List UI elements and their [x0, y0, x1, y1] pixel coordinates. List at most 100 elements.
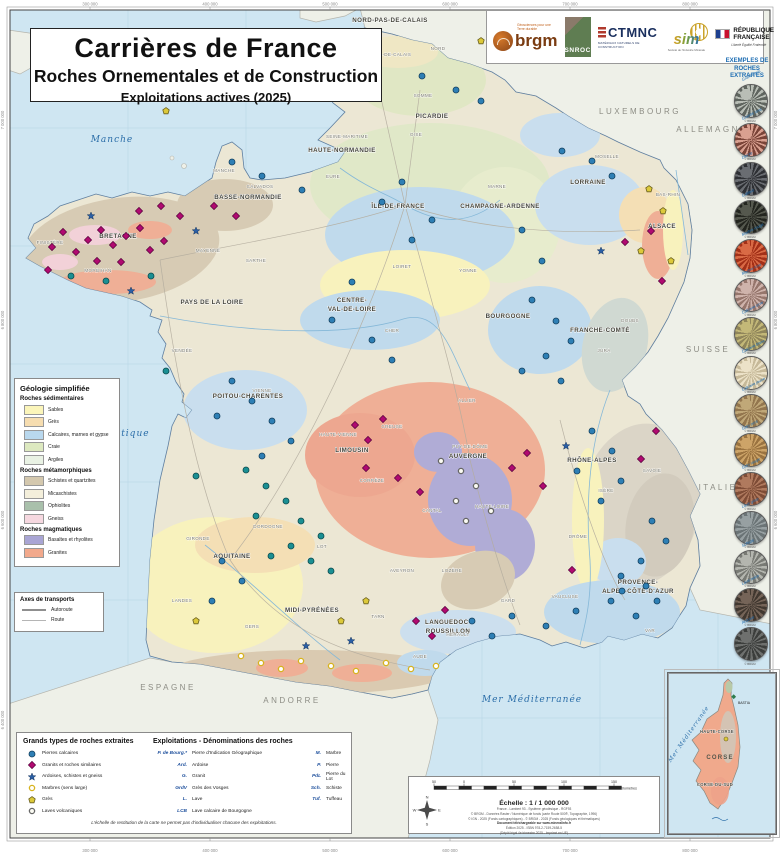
- rock-sample: Ardoise © BRGM: [734, 615, 768, 666]
- svg-text:ISÈRE: ISÈRE: [598, 487, 613, 493]
- rock-sample: Calcaire blanc © BRGM: [734, 338, 768, 394]
- svg-text:50: 50: [512, 780, 516, 784]
- rock-type-row: Grès: [23, 794, 153, 806]
- rock-sample: Marbre rose © BRGM: [734, 262, 768, 317]
- svg-text:S: S: [426, 822, 429, 827]
- svg-text:PROVENCE-: PROVENCE-: [618, 579, 658, 586]
- map-edition: Exploitations actives (2025): [120, 90, 292, 105]
- inset-label: CORSE: [706, 755, 733, 761]
- svg-text:CREUSE: CREUSE: [382, 424, 403, 429]
- svg-text:ITALIE: ITALIE: [699, 483, 738, 492]
- rock-sample-photo: [734, 627, 768, 662]
- denomination-row: P. de Bourg.* Pierre d'Indication Géograp…: [153, 748, 287, 760]
- svg-text:NORD-PAS-DE-CALAIS: NORD-PAS-DE-CALAIS: [352, 17, 428, 24]
- markers-marbres: [237, 652, 440, 675]
- svg-text:DORDOGNE: DORDOGNE: [253, 524, 282, 529]
- svg-text:800 000: 800 000: [682, 2, 698, 7]
- map-credits: France - Lambert 93 - Système géodésique…: [413, 807, 655, 836]
- rock-sample-caption: © BRGM: [744, 661, 756, 666]
- rock-sample: Grès ocre © BRGM: [734, 419, 768, 472]
- rock-sample-caption: © BRGM: [744, 273, 756, 278]
- svg-text:SOMME: SOMME: [414, 93, 433, 98]
- ctmnc-logo: CTMNC MATÉRIAUX NATURELS DE CONSTRUCTION: [597, 25, 657, 49]
- rock-sample-photo: [734, 510, 768, 545]
- denomination-label: Pierre du Lot: [326, 771, 346, 782]
- denomination-row: Tuf. Tuffeau: [287, 794, 347, 806]
- rock-sample-photo: [734, 394, 768, 429]
- svg-text:LANGUEDOC-: LANGUEDOC-: [425, 619, 471, 626]
- geology-legend-label: Gneiss: [48, 515, 64, 522]
- svg-text:VAL-DE-LOIRE: VAL-DE-LOIRE: [328, 306, 376, 313]
- svg-text:500 000: 500 000: [322, 848, 338, 853]
- rock-type-label: Granits et roches similaires: [42, 762, 101, 768]
- geology-legend-row: Granites: [24, 547, 114, 558]
- rock-type-row: Pierres calcaires: [23, 748, 153, 760]
- geology-color-swatch: [24, 488, 44, 499]
- denomination-row: L. Lave: [153, 794, 287, 806]
- rock-sample: Calcaire ocre © BRGM: [734, 300, 768, 355]
- map-inner-border: [9, 9, 771, 839]
- svg-text:300 000: 300 000: [82, 2, 98, 7]
- svg-text:100: 100: [561, 780, 567, 784]
- rf-devise: Liberté Égalité Fraternité: [731, 42, 767, 47]
- denomination-row: P. Pierre: [287, 760, 347, 772]
- rock-sample-photo: [734, 122, 768, 157]
- edition-line: (Dépôt légal 4e trimestre 2025 - Imprimé…: [499, 830, 569, 835]
- svg-text:BAS-RHIN: BAS-RHIN: [656, 192, 680, 197]
- geology-group-label: Roches métamorphiques: [20, 467, 92, 474]
- granits-marker-icon: [27, 761, 37, 770]
- pierres_calcaires-marker-icon: [28, 750, 36, 758]
- denomination-abbr: G.: [181, 774, 187, 780]
- svg-text:600 000: 600 000: [442, 848, 458, 853]
- brgm-logo: Géosciences pour une Terre durable brgm: [493, 23, 558, 51]
- svg-text:BRETAGNE: BRETAGNE: [99, 233, 136, 240]
- laves-marker-icon: [28, 808, 36, 815]
- rock-sample-caption: © BRGM: [744, 622, 756, 627]
- svg-text:50: 50: [432, 780, 436, 784]
- denomination-label: Pierre d'Indication Géographique: [192, 751, 262, 757]
- scale-box: N S E W 50 0 50 100 150 Kilomètres Échelle : …: [408, 776, 660, 836]
- denomination-abbr: Ard.: [177, 762, 187, 768]
- svg-text:LOIRET: LOIRET: [393, 264, 411, 269]
- rock-type-label: Pierres calcaires: [42, 751, 79, 757]
- geology-legend-label: Argiles: [48, 456, 64, 463]
- markers-granits: [43, 201, 667, 641]
- svg-text:Kilomètres: Kilomètres: [620, 786, 637, 790]
- inset-label: HAUTE-CORSE: [700, 729, 734, 734]
- ctmnc-subtitle: MATÉRIAUX NATURELS DE CONSTRUCTION: [597, 41, 640, 49]
- rock-sample-photo: [734, 433, 768, 468]
- credit-line: © BRGM - Données Raster / Numérique de f…: [470, 811, 598, 816]
- svg-text:6 600 000: 6 600 000: [773, 510, 778, 529]
- brgm-icon: [493, 31, 513, 51]
- rock-type-label: Ardoises, schistes et gneiss: [42, 774, 103, 780]
- svg-text:RHÔNE-ALPES: RHÔNE-ALPES: [567, 456, 616, 464]
- svg-text:PUY-DE-DÔME: PUY-DE-DÔME: [452, 443, 488, 449]
- rf-name: RÉPUBLIQUE FRANÇAISE: [733, 26, 774, 41]
- rock-sample-photo: [734, 316, 768, 351]
- geology-group-label: Roches sédimentaires: [20, 396, 84, 402]
- svg-text:SEINE-MARITIME: SEINE-MARITIME: [326, 134, 368, 139]
- denomination-row: G. Granit: [153, 771, 287, 783]
- svg-text:LOT: LOT: [317, 544, 327, 549]
- rock-sample-caption: © BRGM: [744, 506, 756, 511]
- republique-francaise-logo: RÉPUBLIQUE FRANÇAISE Liberté Égalité Fra…: [715, 27, 774, 48]
- rock-sample-caption: © BRGM: [744, 584, 756, 589]
- geology-group-label: Roches magmatiques: [20, 526, 83, 533]
- svg-text:HÉRAULT: HÉRAULT: [446, 631, 469, 637]
- rock-samples-heading: EXEMPLES DE ROCHES EXTRAITES: [725, 58, 769, 79]
- types-column: Pierres calcaires Granits et roches simil…: [23, 748, 153, 817]
- svg-text:AUVERGNE: AUVERGNE: [449, 453, 487, 460]
- svg-text:6 800 000: 6 800 000: [773, 310, 778, 329]
- markers-laves: [437, 457, 495, 525]
- svg-text:ALSACE: ALSACE: [648, 223, 676, 230]
- rock-sample: Granite rose © BRGM: [734, 106, 768, 161]
- svg-text:DOUBS: DOUBS: [621, 318, 639, 323]
- svg-text:ESPAGNE: ESPAGNE: [140, 683, 196, 692]
- svg-text:HAUTE-VIENNE: HAUTE-VIENNE: [319, 432, 357, 437]
- geology-legend-row: Schistes et quartzites: [24, 476, 114, 486]
- denominations-column-1: P. de Bourg.* Pierre d'Indication Géograp…: [153, 748, 287, 817]
- transport-legend: Axes de transports Autoroute Route: [14, 592, 104, 632]
- geology-legend-row: Sables: [24, 404, 114, 415]
- denomination-abbr: PdL: [311, 774, 321, 780]
